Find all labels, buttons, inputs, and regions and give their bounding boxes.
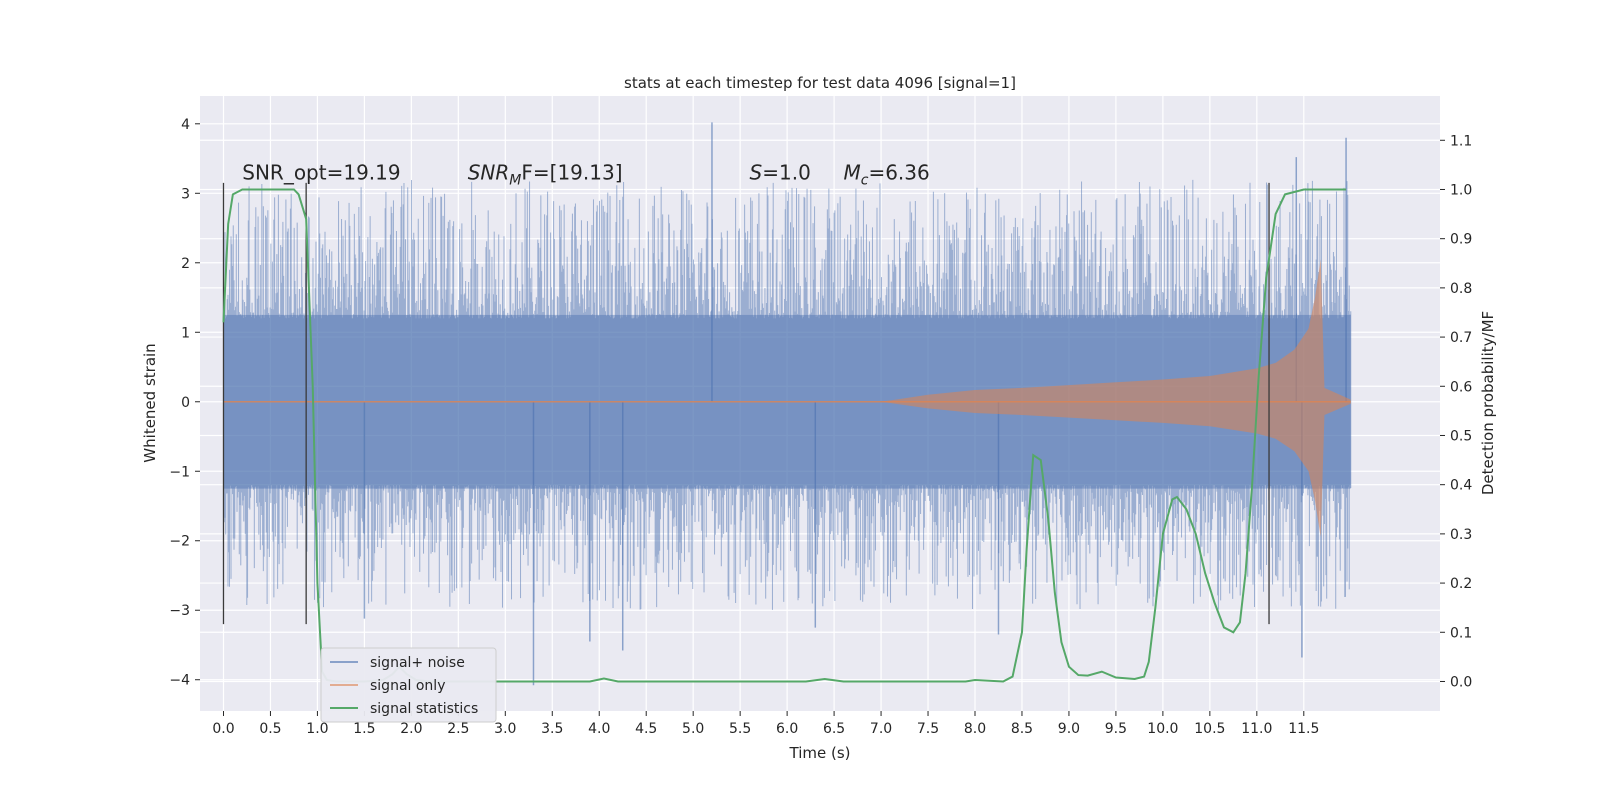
x-tick-label-9: 4.5 xyxy=(635,721,657,737)
annotation-1: SNRMF=[19.13] xyxy=(468,160,623,188)
y2-tick-label-4: 0.4 xyxy=(1450,478,1472,494)
y-axis-label: Whitened strain xyxy=(141,343,159,462)
legend-label-signal-noise: signal+ noise xyxy=(370,655,465,671)
x-tick-label-8: 4.0 xyxy=(588,721,610,737)
y-tick-label-6: 2 xyxy=(181,256,190,272)
x-tick-label-3: 1.5 xyxy=(353,721,375,737)
x-tick-label-1: 0.5 xyxy=(259,721,281,737)
x-tick-label-18: 9.0 xyxy=(1058,721,1080,737)
x-tick-label-11: 5.5 xyxy=(729,721,751,737)
x-tick-label-13: 6.5 xyxy=(823,721,845,737)
y2-tick-label-10: 1.0 xyxy=(1450,182,1472,198)
x-tick-label-6: 3.0 xyxy=(494,721,516,737)
legend-label-signal-only: signal only xyxy=(370,678,445,694)
x-tick-label-22: 11.0 xyxy=(1241,721,1272,737)
y-tick-label-3: −1 xyxy=(169,464,190,480)
x-tick-label-7: 3.5 xyxy=(541,721,563,737)
legend-box xyxy=(320,647,497,723)
y-tick-label-4: 0 xyxy=(181,395,190,411)
y2-tick-label-7: 0.7 xyxy=(1450,330,1472,346)
y2-tick-label-8: 0.8 xyxy=(1450,281,1472,297)
legend: signal+ noise signal only signal statist… xyxy=(320,647,497,723)
x-tick-label-15: 7.5 xyxy=(917,721,939,737)
x-tick-label-20: 10.0 xyxy=(1147,721,1178,737)
y2-axis-label: Detection probability/MF xyxy=(1479,311,1497,495)
y-axis: −4 −3 −2 −1 0 1 2 3 4 xyxy=(169,117,200,689)
y-tick-label-7: 3 xyxy=(181,186,190,202)
x-tick-label-17: 8.5 xyxy=(1011,721,1033,737)
x-tick-label-12: 6.0 xyxy=(776,721,798,737)
y2-tick-label-9: 0.9 xyxy=(1450,232,1472,248)
annotation-0: SNR_opt=19.19 xyxy=(242,160,400,184)
annotations: SNR_opt=19.19 SNRMF=[19.13] S=1.0 Mc=6.36 xyxy=(242,160,929,188)
y2-tick-label-2: 0.2 xyxy=(1450,576,1472,592)
y-tick-label-2: −2 xyxy=(169,534,190,550)
series-signal-only-envelope xyxy=(881,259,1351,538)
y2-tick-label-11: 1.1 xyxy=(1450,133,1472,149)
y2-tick-label-5: 0.5 xyxy=(1450,428,1472,444)
y-tick-label-8: 4 xyxy=(181,117,190,133)
x-tick-label-19: 9.5 xyxy=(1105,721,1127,737)
y2-tick-label-3: 0.3 xyxy=(1450,527,1472,543)
x-tick-label-10: 5.0 xyxy=(682,721,704,737)
x-tick-label-16: 8.0 xyxy=(964,721,986,737)
annotation-2: S=1.0 xyxy=(750,160,811,184)
y-tick-label-0: −4 xyxy=(169,673,190,689)
y-tick-label-1: −3 xyxy=(169,603,190,619)
x-tick-label-5: 2.5 xyxy=(447,721,469,737)
x-tick-label-14: 7.0 xyxy=(870,721,892,737)
x-axis-label: Time (s) xyxy=(789,744,851,762)
y2-axis: 0.0 0.1 0.2 0.3 0.4 0.5 0.6 0.7 0.8 0.9 1.0 1.1 xyxy=(1440,133,1472,690)
y2-tick-label-0: 0.0 xyxy=(1450,674,1472,690)
chart-title: stats at each timestep for test data 409… xyxy=(624,74,1016,92)
y2-tick-label-6: 0.6 xyxy=(1450,379,1472,395)
y2-tick-label-1: 0.1 xyxy=(1450,625,1472,641)
x-tick-label-4: 2.0 xyxy=(400,721,422,737)
annotation-3: Mc=6.36 xyxy=(843,160,929,188)
x-tick-label-0: 0.0 xyxy=(212,721,234,737)
x-tick-label-2: 1.0 xyxy=(306,721,328,737)
legend-label-signal-statistics: signal statistics xyxy=(370,701,478,717)
x-tick-label-23: 11.5 xyxy=(1288,721,1319,737)
y-tick-label-5: 1 xyxy=(181,325,190,341)
x-tick-label-21: 10.5 xyxy=(1194,721,1225,737)
plot-area xyxy=(222,122,1352,686)
x-axis: 0.0 0.5 1.0 1.5 2.0 2.5 3.0 3.5 4.0 4.5 5.0 5.5 6.0 6… xyxy=(212,711,1319,737)
